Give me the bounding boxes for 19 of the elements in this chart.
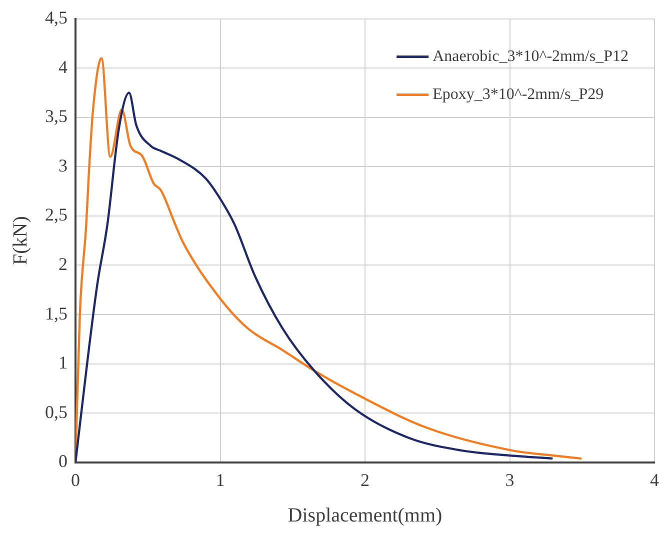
x-tick-label: 3 — [505, 470, 514, 490]
y-axis-title: F(kN) — [9, 216, 32, 266]
y-tick-label: 4,5 — [45, 8, 68, 28]
legend-label: Anaerobic_3*10^-2mm/s_P12 — [432, 48, 629, 66]
y-tick-label: 4 — [58, 56, 68, 77]
y-tick-label: 0 — [58, 451, 68, 472]
x-tick-label: 4 — [650, 470, 659, 490]
y-tick-label: 2,5 — [45, 204, 68, 225]
y-tick-label: 3 — [58, 155, 68, 176]
y-tick-label: 3,5 — [45, 106, 68, 126]
y-tick-label: 0,5 — [45, 402, 68, 422]
y-tick-label: 1 — [58, 352, 68, 373]
legend-label: Epoxy_3*10^-2mm/s_P29 — [432, 86, 604, 104]
x-axis-title: Displacement(mm) — [288, 504, 442, 526]
x-tick-label: 2 — [360, 470, 370, 490]
x-tick-label: 0 — [71, 470, 80, 490]
y-tick-label: 1,5 — [45, 303, 68, 324]
y-tick-label: 2 — [58, 254, 68, 274]
x-tick-label: 1 — [216, 470, 225, 490]
